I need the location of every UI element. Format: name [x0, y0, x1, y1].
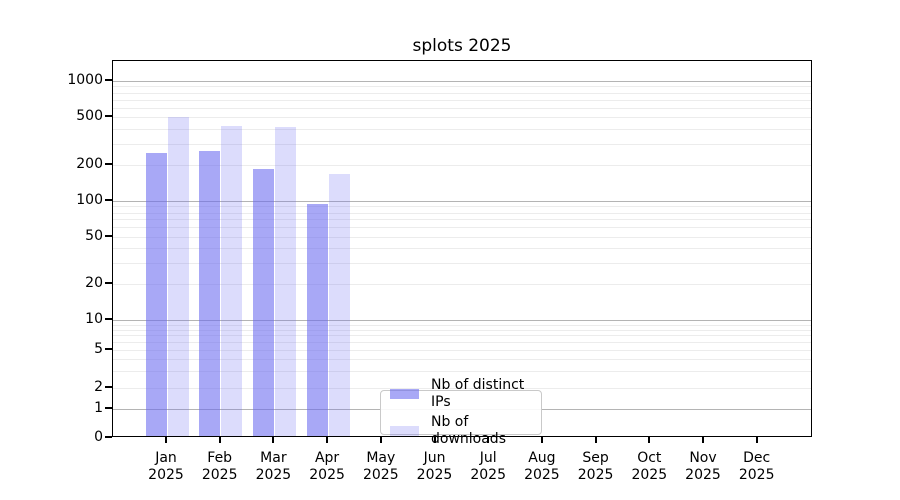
bar-distinct-ips-feb [199, 150, 221, 436]
x-axis-tick [648, 437, 651, 443]
gridline-minor [113, 164, 811, 166]
gridline-minor [113, 212, 811, 214]
gridline-minor [113, 99, 811, 101]
y-axis-tick-label: 0 [94, 429, 103, 445]
bar-distinct-ips-apr [306, 204, 328, 436]
y-axis-tick [105, 282, 112, 285]
x-axis-tick [755, 437, 758, 443]
gridline-minor [113, 227, 811, 229]
x-axis-tick [272, 437, 275, 443]
y-axis-tick-label: 500 [76, 108, 103, 125]
y-axis-tick-label: 200 [76, 155, 103, 172]
gridline-minor [113, 329, 811, 331]
y-axis-tick-label: 10 [85, 311, 103, 327]
x-axis-tick [594, 437, 597, 443]
gridline-major [113, 320, 811, 321]
x-axis-tick-label: Apr 2025 [309, 450, 345, 483]
x-axis-tick-label: Aug 2025 [524, 450, 560, 483]
gridline-minor [113, 236, 811, 238]
gridline-minor [113, 335, 811, 337]
y-axis-tick-label: 1 [94, 399, 103, 416]
gridline-minor [113, 206, 811, 208]
x-axis-tick-label: Sep 2025 [577, 450, 614, 483]
y-axis-tick [105, 318, 112, 320]
gridline-minor [113, 263, 811, 265]
x-axis-tick-label: Jun 2025 [416, 450, 453, 483]
y-axis-tick [105, 79, 112, 81]
bar-distinct-ips-jan [145, 153, 167, 436]
x-axis-tick [326, 437, 329, 443]
y-axis-tick-label: 50 [85, 227, 103, 244]
x-axis-tick-label: Oct 2025 [631, 450, 668, 483]
gridline-minor [113, 128, 811, 130]
bar-downloads-mar [274, 127, 296, 436]
legend: Nb of distinct IPs Nb of downloads [380, 377, 542, 447]
legend-swatch-downloads [390, 426, 419, 436]
x-axis-tick [165, 437, 167, 443]
gridline-minor [113, 107, 811, 109]
y-axis-tick [105, 406, 112, 409]
y-axis-tick-label: 2 [94, 378, 103, 395]
x-axis-tick-label: Jul 2025 [470, 450, 506, 483]
gridline-minor [113, 248, 811, 250]
gridline-major [113, 81, 811, 82]
y-axis-tick [105, 162, 112, 165]
gridline-minor [113, 219, 811, 221]
legend-label-distinct-ips: Nb of distinct IPs [431, 377, 525, 410]
y-axis-tick [105, 234, 112, 237]
gridline-major [113, 201, 811, 202]
y-axis-tick-label: 1000 [67, 72, 103, 88]
bar-distinct-ips-mar [252, 168, 274, 436]
bar-downloads-apr [328, 174, 350, 436]
x-axis-tick-label: Mar 2025 [255, 450, 292, 483]
bar-downloads-jan [167, 117, 189, 436]
bar-downloads-feb [221, 126, 243, 436]
x-axis-tick-label: Feb 2025 [201, 450, 238, 483]
gridline-minor [113, 350, 811, 351]
y-axis-tick [105, 199, 112, 201]
y-axis-tick [105, 385, 112, 388]
legend-item-distinct-ips: Nb of distinct IPs [381, 377, 541, 411]
gridline-minor [113, 359, 811, 361]
x-axis-tick [433, 437, 436, 443]
y-axis-tick-label: 5 [94, 341, 103, 357]
x-axis-tick-label: May 2025 [362, 450, 399, 483]
x-axis-tick [540, 437, 543, 443]
gridline-minor [113, 342, 811, 344]
gridline-minor [113, 117, 811, 119]
legend-label-downloads: Nb of downloads [431, 414, 506, 447]
gridline-minor [113, 324, 811, 326]
x-axis-tick [702, 437, 704, 443]
gridline-minor [113, 92, 811, 94]
y-axis-tick [105, 348, 112, 350]
y-axis-tick [105, 436, 112, 438]
gridline-minor [113, 284, 811, 286]
x-axis-tick-label: Dec 2025 [738, 450, 775, 483]
legend-swatch-distinct-ips [390, 389, 419, 399]
gridline-minor [113, 86, 811, 88]
y-axis-tick-label: 20 [85, 275, 103, 292]
x-axis-tick-label: Nov 2025 [685, 450, 721, 483]
y-axis-tick [105, 115, 112, 118]
x-axis-tick [379, 437, 382, 443]
gridline-minor [113, 387, 811, 389]
y-axis-tick-label: 100 [76, 192, 103, 208]
x-axis-tick-label: Jan 2025 [148, 450, 184, 483]
gridline-minor [113, 143, 811, 145]
x-axis-tick [218, 437, 221, 443]
legend-item-downloads: Nb of downloads [381, 414, 541, 448]
gridline-minor [113, 371, 811, 373]
x-axis-tick [487, 437, 490, 443]
chart-title: splots 2025 [412, 36, 512, 56]
